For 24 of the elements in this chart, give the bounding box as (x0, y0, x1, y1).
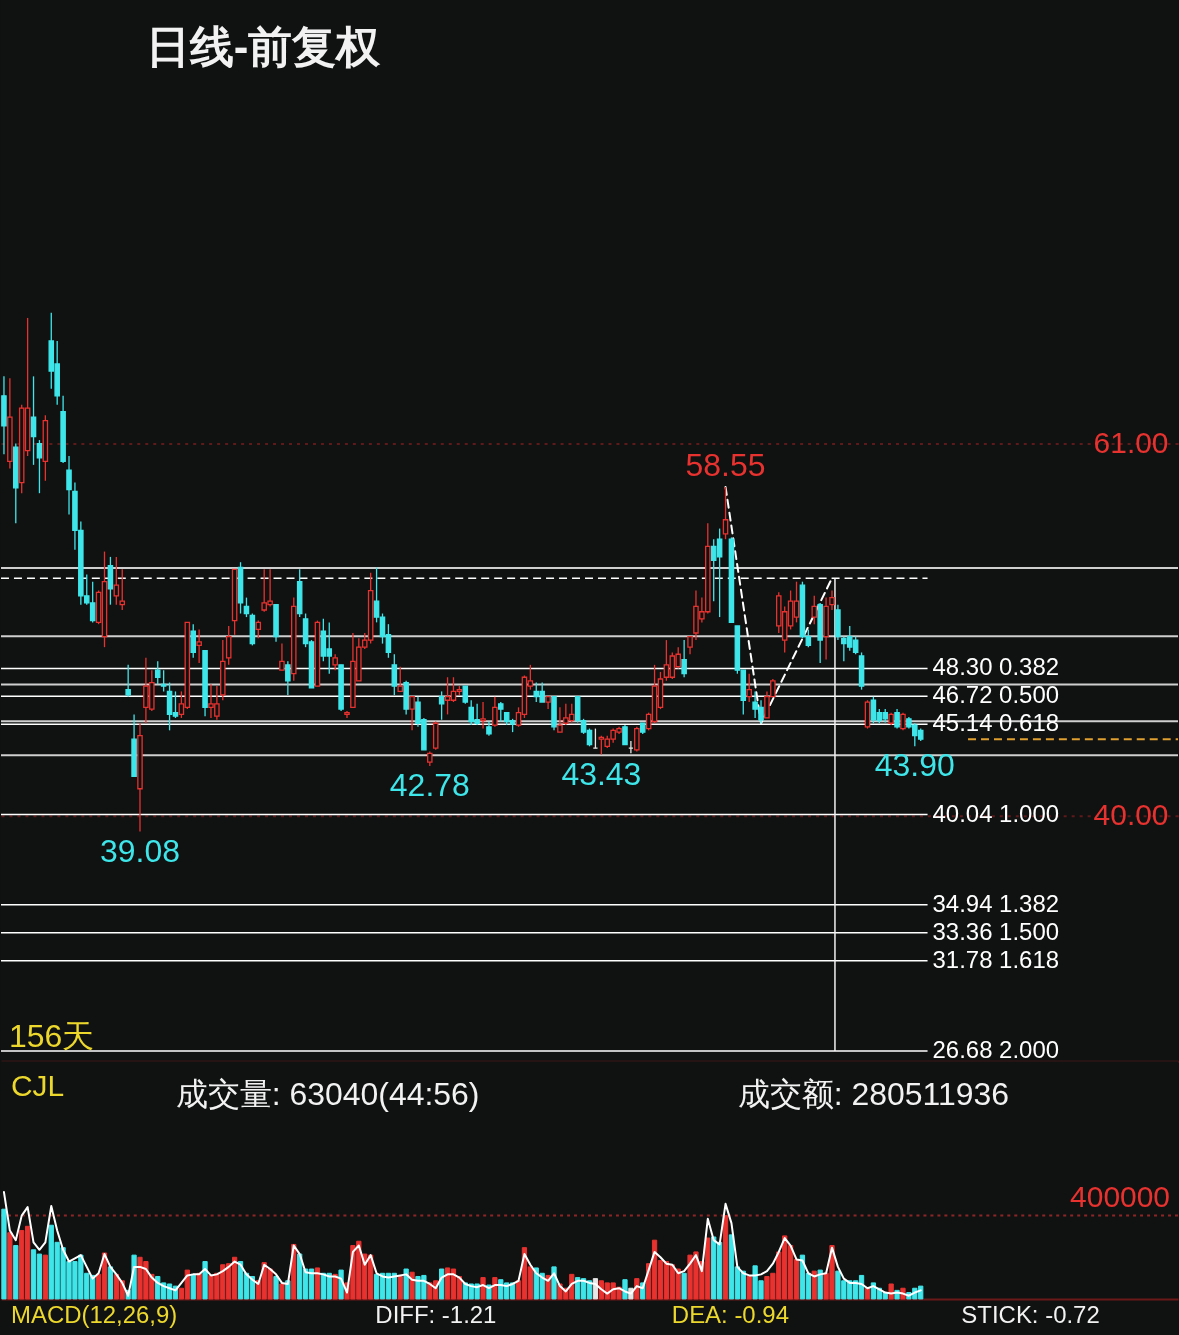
annotation: 400000 (1070, 1180, 1171, 1214)
text: 成交量: 63040(44:56) (175, 1076, 480, 1113)
chart-title: CJL (10, 1069, 65, 1103)
text: DIFF: -1.21 (375, 1300, 497, 1328)
ref-line-label: 34.94 1.382 (932, 889, 1060, 917)
ref-line-label: 46.72 0.500 (932, 681, 1060, 709)
text: 39.08 (100, 832, 180, 869)
ref-line-label: 31.78 1.618 (932, 945, 1060, 973)
ref-line-label: 40.04 1.000 (932, 799, 1060, 827)
y-tick-label: 61.00 (1093, 426, 1169, 460)
ref-line-label: 26.68 2.000 (932, 1036, 1060, 1064)
text: STICK: -0.72 (961, 1300, 1100, 1328)
text: 成交额: 280511936 (737, 1076, 1009, 1113)
ref-line-label: 48.30 0.382 (932, 653, 1060, 681)
text: DEA: -0.94 (671, 1300, 789, 1328)
text: 43.90 (874, 747, 955, 784)
text: 日线-前复权 (145, 22, 382, 72)
text: 58.55 (685, 447, 766, 483)
text: MACD(12,26,9) (10, 1300, 178, 1328)
ref-line-label: 33.36 1.500 (932, 917, 1060, 945)
text: 43.43 (561, 755, 642, 792)
annotation: 156天 (8, 1018, 95, 1055)
y-tick-label: 40.00 (1093, 797, 1169, 831)
text: 42.78 (389, 767, 470, 804)
